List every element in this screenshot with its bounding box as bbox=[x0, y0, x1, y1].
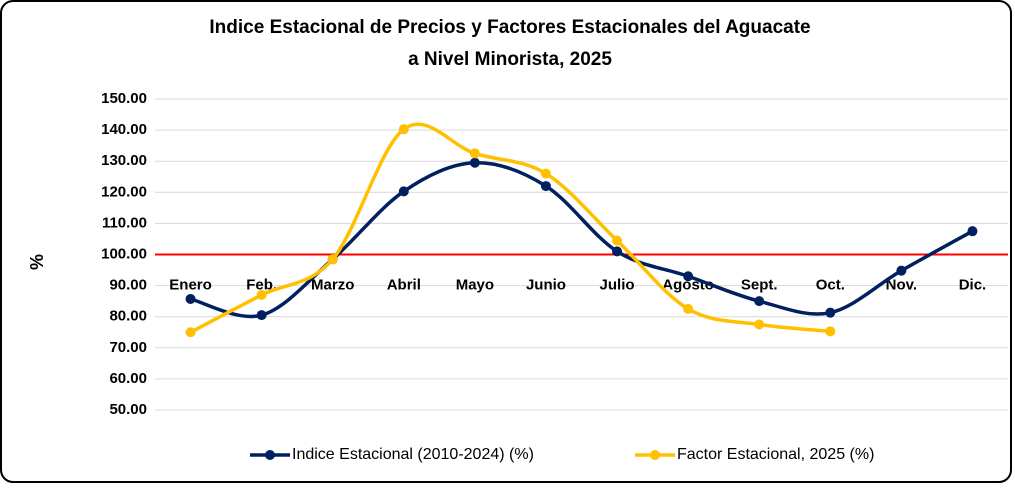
chart-title: a Nivel Minorista, 2025 bbox=[408, 49, 612, 70]
data-point bbox=[185, 293, 196, 304]
x-tick-label: Nov. bbox=[886, 276, 917, 293]
data-point bbox=[540, 181, 551, 192]
y-tick-label: 90.00 bbox=[109, 277, 147, 294]
y-tick-label: 100.00 bbox=[101, 245, 147, 262]
legend-marker bbox=[650, 450, 660, 460]
y-axis-label: % bbox=[27, 254, 47, 270]
y-tick-label: 50.00 bbox=[109, 401, 147, 418]
data-point bbox=[540, 168, 551, 179]
data-point bbox=[825, 326, 836, 337]
x-tick-label: Feb. bbox=[246, 276, 277, 293]
x-tick-label: Sept. bbox=[741, 276, 778, 293]
data-point bbox=[398, 186, 409, 197]
legend-label: Factor Estacional, 2025 (%) bbox=[677, 446, 874, 463]
y-tick-label: 60.00 bbox=[109, 370, 147, 387]
data-point bbox=[896, 265, 907, 276]
data-point bbox=[683, 271, 694, 282]
y-tick-label: 110.00 bbox=[102, 214, 147, 231]
y-tick-label: 120.00 bbox=[101, 183, 147, 200]
data-point bbox=[612, 246, 623, 257]
data-point bbox=[754, 296, 765, 307]
x-tick-label: Enero bbox=[169, 276, 212, 293]
y-tick-label: 130.00 bbox=[101, 152, 147, 169]
data-point bbox=[256, 289, 267, 300]
x-tick-label: Marzo bbox=[311, 276, 354, 293]
x-tick-label: Oct. bbox=[816, 276, 845, 293]
x-tick-label: Dic. bbox=[959, 276, 987, 293]
data-point bbox=[185, 327, 196, 338]
x-tick-label: Junio bbox=[526, 276, 566, 293]
data-point bbox=[256, 310, 267, 321]
data-point bbox=[327, 254, 338, 265]
data-point bbox=[469, 148, 480, 159]
data-point bbox=[967, 226, 978, 237]
data-point bbox=[612, 235, 623, 246]
data-point bbox=[683, 303, 694, 314]
x-tick-label: Abril bbox=[387, 276, 421, 293]
y-tick-label: 80.00 bbox=[109, 308, 147, 325]
legend-marker bbox=[265, 450, 275, 460]
data-point bbox=[398, 124, 409, 135]
y-tick-label: 150.00 bbox=[101, 90, 147, 107]
legend-label: Indice Estacional (2010-2024) (%) bbox=[292, 446, 534, 463]
chart-title: Indice Estacional de Precios y Factores … bbox=[209, 17, 810, 38]
data-point bbox=[754, 319, 765, 330]
data-point bbox=[469, 157, 480, 168]
y-tick-label: 70.00 bbox=[109, 339, 147, 356]
series-line bbox=[189, 122, 831, 334]
x-tick-label: Julio bbox=[600, 276, 635, 293]
data-point bbox=[825, 307, 836, 318]
y-tick-label: 140.00 bbox=[101, 121, 147, 138]
x-tick-label: Mayo bbox=[456, 276, 494, 293]
